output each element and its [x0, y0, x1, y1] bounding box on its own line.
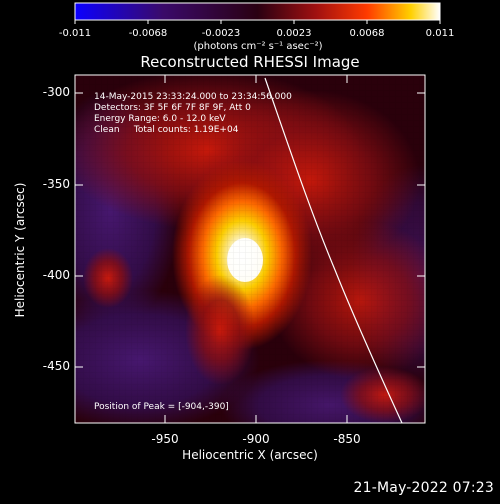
x-axis-ticks — [164, 75, 348, 423]
peak-position-label: Position of Peak = [-904,-390] — [94, 402, 229, 412]
annotation-detectors: Detectors: 3F 5F 6F 7F 8F 9F, Att 0 — [94, 103, 251, 113]
x-tick-label: -950 — [151, 432, 178, 446]
annotation-clean-total-counts: Clean Total counts: 1.19E+04 — [94, 125, 239, 135]
y-axis-ticks — [75, 92, 425, 368]
colorbar-ticks — [74, 20, 441, 24]
x-tick-label: -850 — [333, 432, 360, 446]
x-tick-label: -900 — [242, 432, 269, 446]
y-tick-label: -350 — [43, 177, 70, 191]
colorbar-tick-label: 0.0068 — [350, 28, 385, 39]
colorbar-tick-label: 0.011 — [426, 28, 455, 39]
colorbar-tick-label: -0.0068 — [129, 28, 168, 39]
annotation-time-range: 14-May-2015 23:33:24.000 to 23:34:56.000 — [94, 92, 292, 102]
solar-limb-line — [264, 77, 403, 423]
colorbar-tick-label: -0.011 — [59, 28, 91, 39]
y-tick-label: -450 — [43, 359, 70, 373]
chart-title: Reconstructed RHESSI Image — [140, 53, 359, 71]
colorbar: -0.011 -0.0068 -0.0023 0.0023 0.0068 0.0… — [59, 2, 455, 52]
colorbar-tick-label: 0.0023 — [277, 28, 312, 39]
colorbar-unit-label: (photons cm⁻² s⁻¹ asec⁻²) — [193, 41, 322, 52]
plot-area: -300 -350 -400 -450 -950 -900 -850 Helio… — [13, 74, 426, 462]
plot-frame — [74, 74, 426, 424]
footer-timestamp: 21-May-2022 07:23 — [353, 480, 494, 496]
annotation-energy-range: Energy Range: 6.0 - 12.0 keV — [94, 114, 226, 124]
x-axis-label: Heliocentric X (arcsec) — [182, 448, 318, 462]
colorbar-gradient — [74, 2, 441, 21]
heatmap-image — [75, 75, 425, 423]
y-tick-label: -400 — [43, 268, 70, 282]
y-axis-label: Heliocentric Y (arcsec) — [13, 183, 27, 318]
colorbar-tick-label: -0.0023 — [202, 28, 241, 39]
y-tick-label: -300 — [43, 85, 70, 99]
metadata-annotations: 14-May-2015 23:33:24.000 to 23:34:56.000… — [94, 92, 292, 135]
